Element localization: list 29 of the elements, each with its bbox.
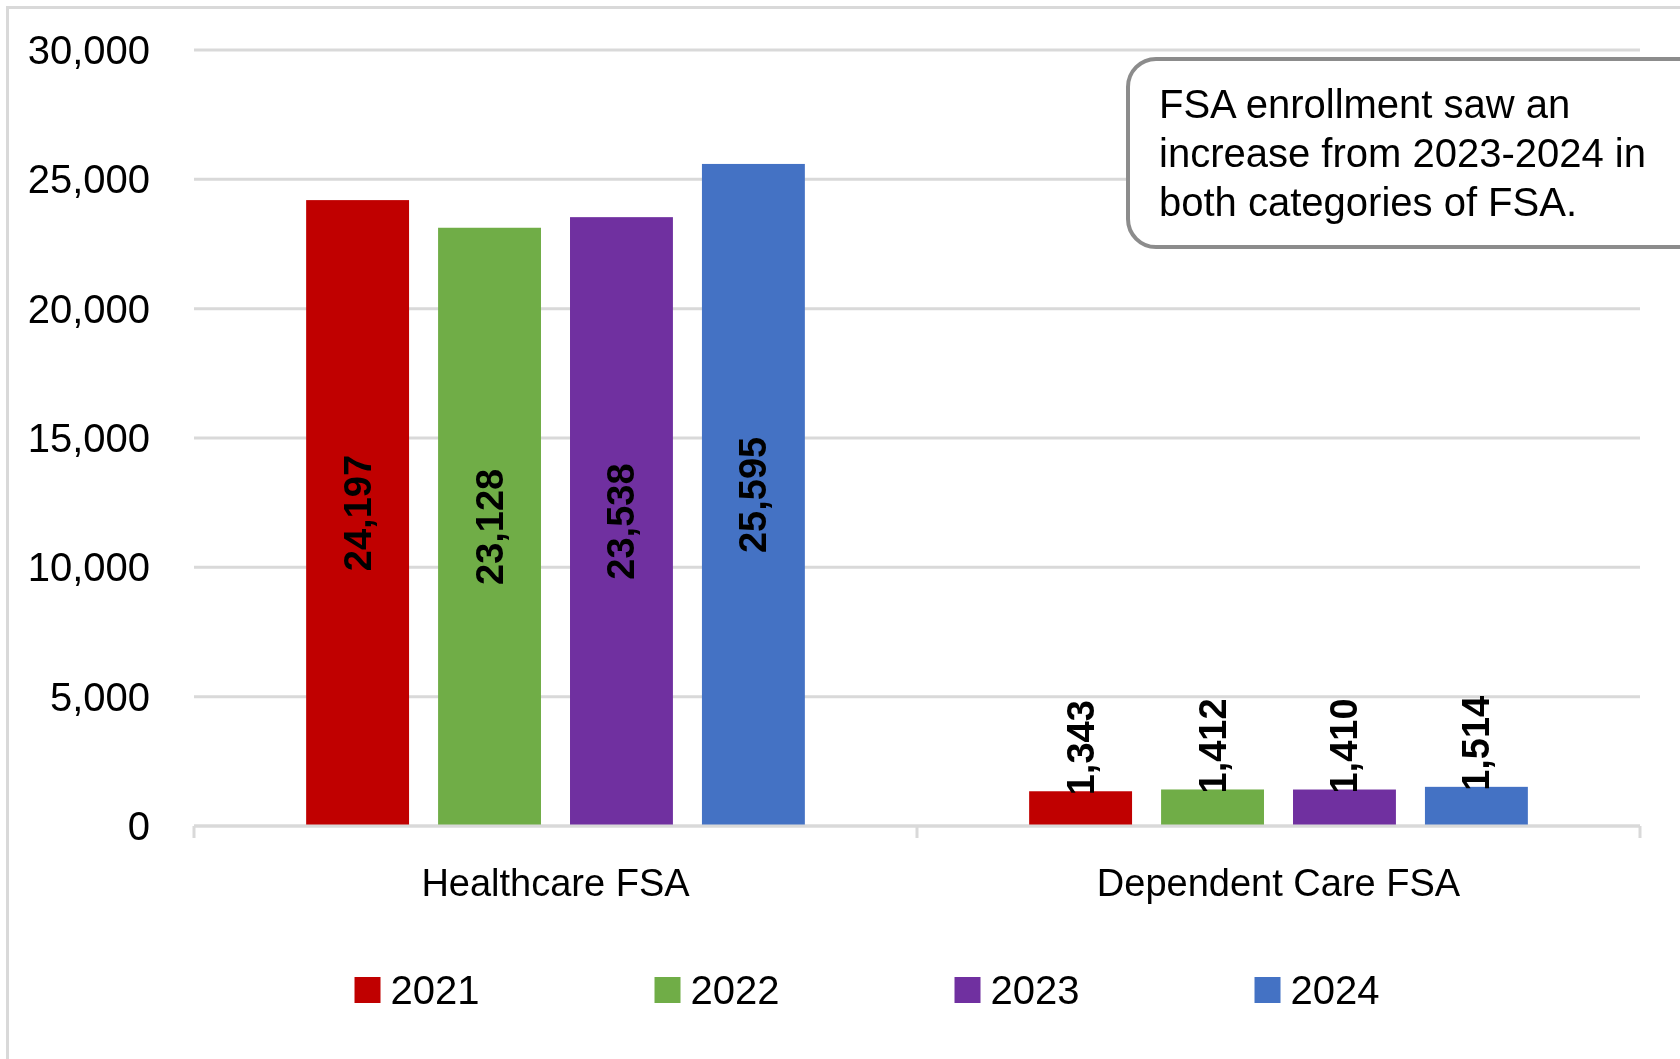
data-label: 1,410 bbox=[1323, 698, 1366, 794]
bar bbox=[438, 227, 541, 826]
bar bbox=[570, 217, 673, 826]
y-tick-label: 10,000 bbox=[27, 545, 150, 590]
bar bbox=[306, 200, 410, 826]
legend-label: 2024 bbox=[1290, 968, 1380, 1012]
legend-label: 2022 bbox=[690, 968, 780, 1012]
y-tick-label: 25,000 bbox=[27, 157, 150, 202]
data-label: 24,197 bbox=[336, 454, 379, 572]
annotation: FSA enrollment saw an increase from 2023-2024 in both categories of FSA. bbox=[1159, 82, 1646, 224]
x-tick-label: Healthcare FSA bbox=[421, 862, 691, 904]
data-label: 25,595 bbox=[732, 436, 775, 554]
data-label: 23,538 bbox=[600, 463, 643, 580]
legend-label: 2023 bbox=[990, 968, 1080, 1012]
bar bbox=[701, 163, 805, 826]
y-tick-label: 20,000 bbox=[27, 286, 150, 331]
data-label: 1,412 bbox=[1191, 698, 1234, 794]
bar bbox=[1293, 789, 1396, 826]
y-tick-label: 0 bbox=[127, 804, 150, 848]
legend-label: 2021 bbox=[390, 968, 480, 1012]
y-tick-label: 5,000 bbox=[49, 674, 150, 719]
data-label: 23,128 bbox=[468, 468, 511, 585]
bar bbox=[1161, 789, 1264, 826]
bar bbox=[1029, 791, 1133, 826]
data-label: 1,343 bbox=[1059, 700, 1102, 796]
data-label: 1,514 bbox=[1455, 695, 1498, 791]
y-tick-label: 15,000 bbox=[27, 416, 150, 460]
y-tick-label: 30,000 bbox=[27, 28, 150, 72]
x-tick-label: Dependent Care FSA bbox=[1096, 862, 1461, 904]
